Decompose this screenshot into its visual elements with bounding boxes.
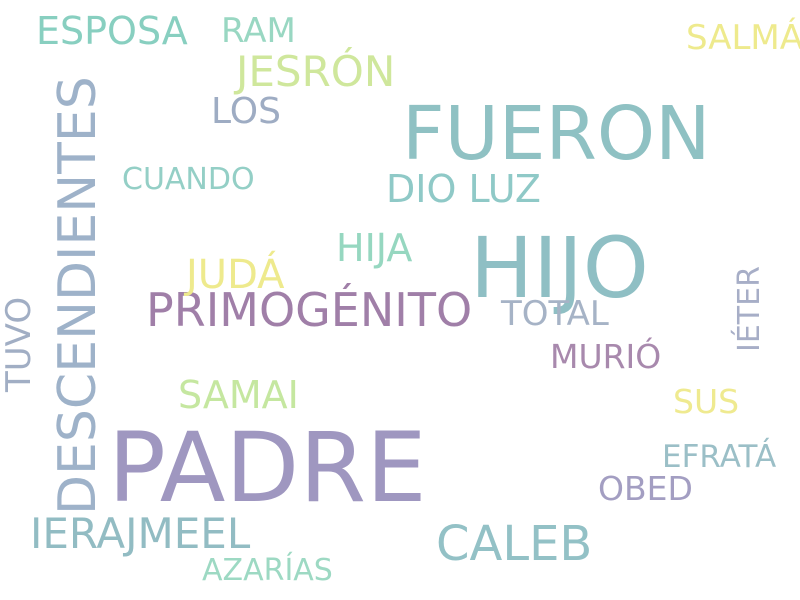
word-ierajmeel: IERAJMEEL	[30, 509, 251, 558]
word-total: TOTAL	[501, 294, 609, 334]
word-primogenito: PRIMOGÉNITO	[146, 283, 473, 337]
word-juda: JUDÁ	[186, 252, 285, 298]
word-jesron: JESRÓN	[236, 47, 396, 96]
word-ieter: IÉTER	[732, 266, 767, 352]
word-tuvo: TUVO	[0, 296, 39, 392]
word-hija: HIJA	[336, 226, 413, 270]
word-descendientes: DESCENDIENTES	[48, 76, 108, 515]
word-ram: RAM	[221, 11, 296, 51]
word-hijo: HIJO	[470, 219, 649, 317]
word-dio-luz: DIO LUZ	[386, 167, 541, 211]
word-los: LOS	[211, 91, 281, 132]
word-azarias: AZARÍAS	[202, 553, 333, 588]
word-obed: OBED	[598, 469, 693, 508]
word-efrata: EFRATÁ	[662, 439, 777, 475]
word-murio: MURIÓ	[550, 337, 662, 376]
word-samai: SAMAI	[178, 373, 299, 417]
word-salma: SALMÁ	[686, 18, 800, 58]
word-fueron: FUERON	[402, 91, 711, 177]
word-caleb: CALEB	[436, 516, 593, 572]
word-sus: SUS	[673, 382, 740, 421]
word-cuando: CUANDO	[122, 162, 255, 197]
word-esposa: ESPOSA	[36, 9, 188, 53]
word-padre: PADRE	[108, 412, 427, 524]
